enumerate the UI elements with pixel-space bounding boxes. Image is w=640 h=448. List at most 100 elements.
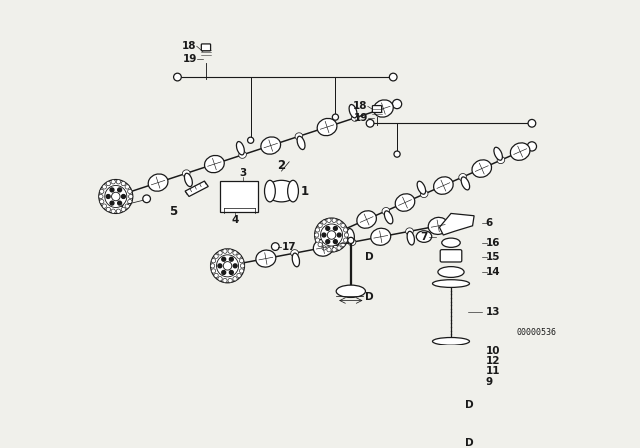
Circle shape <box>344 238 348 242</box>
Ellipse shape <box>182 170 190 177</box>
Circle shape <box>102 204 106 208</box>
Polygon shape <box>185 181 208 197</box>
Circle shape <box>332 114 339 120</box>
Circle shape <box>129 194 133 198</box>
Ellipse shape <box>396 194 415 211</box>
Circle shape <box>100 189 104 194</box>
Text: 00000536: 00000536 <box>516 328 557 337</box>
Circle shape <box>173 73 181 81</box>
Circle shape <box>211 264 215 268</box>
Circle shape <box>314 233 319 237</box>
Text: 10: 10 <box>486 345 500 356</box>
Circle shape <box>237 254 241 258</box>
Ellipse shape <box>433 337 470 345</box>
Ellipse shape <box>266 180 297 202</box>
Circle shape <box>118 188 122 192</box>
Text: 12: 12 <box>486 357 500 366</box>
Circle shape <box>127 199 132 204</box>
Text: 8: 8 <box>332 238 339 248</box>
Circle shape <box>248 137 253 143</box>
Ellipse shape <box>292 253 300 267</box>
Circle shape <box>116 180 120 184</box>
Circle shape <box>332 248 336 252</box>
Circle shape <box>106 207 111 211</box>
FancyBboxPatch shape <box>442 375 460 390</box>
Ellipse shape <box>291 250 298 257</box>
Circle shape <box>211 269 216 273</box>
Circle shape <box>222 271 226 274</box>
Circle shape <box>121 207 125 211</box>
Text: 6: 6 <box>486 219 493 228</box>
Ellipse shape <box>497 156 505 164</box>
Ellipse shape <box>406 228 413 235</box>
Circle shape <box>366 120 374 127</box>
Circle shape <box>222 257 226 261</box>
Circle shape <box>223 262 232 270</box>
Ellipse shape <box>264 180 275 202</box>
FancyBboxPatch shape <box>440 250 462 262</box>
Ellipse shape <box>184 173 193 187</box>
Ellipse shape <box>433 177 453 194</box>
Ellipse shape <box>148 174 168 191</box>
Text: D: D <box>365 252 373 262</box>
Text: D: D <box>365 292 373 302</box>
Circle shape <box>318 242 323 247</box>
Circle shape <box>316 238 320 242</box>
Circle shape <box>218 276 222 281</box>
Ellipse shape <box>472 160 492 177</box>
Circle shape <box>239 269 244 273</box>
Text: 17: 17 <box>282 241 296 252</box>
Ellipse shape <box>287 180 298 202</box>
Ellipse shape <box>433 280 470 288</box>
FancyBboxPatch shape <box>372 106 381 112</box>
Circle shape <box>110 188 114 192</box>
Circle shape <box>315 218 349 252</box>
Circle shape <box>111 192 120 201</box>
Circle shape <box>216 255 239 277</box>
Ellipse shape <box>357 211 376 228</box>
Text: 4: 4 <box>232 215 239 224</box>
Ellipse shape <box>428 217 448 234</box>
Circle shape <box>341 223 345 228</box>
Ellipse shape <box>461 177 470 190</box>
Circle shape <box>322 233 326 237</box>
Circle shape <box>218 264 222 268</box>
Ellipse shape <box>314 239 333 256</box>
Ellipse shape <box>438 267 464 277</box>
Text: 14: 14 <box>486 267 500 277</box>
Ellipse shape <box>295 133 303 140</box>
Ellipse shape <box>420 190 428 198</box>
Ellipse shape <box>317 118 337 136</box>
Ellipse shape <box>436 432 466 444</box>
Circle shape <box>106 181 111 186</box>
Circle shape <box>223 249 227 253</box>
Circle shape <box>318 223 323 228</box>
Ellipse shape <box>442 238 460 247</box>
Text: 9: 9 <box>486 377 493 387</box>
Circle shape <box>271 243 279 250</box>
Circle shape <box>321 224 342 246</box>
Circle shape <box>344 228 348 232</box>
Text: 1: 1 <box>301 185 309 198</box>
FancyBboxPatch shape <box>202 44 211 51</box>
Circle shape <box>102 185 106 189</box>
Text: 2: 2 <box>277 159 285 172</box>
Ellipse shape <box>336 285 365 297</box>
Circle shape <box>316 228 320 232</box>
Circle shape <box>337 233 341 237</box>
Text: D: D <box>465 438 474 448</box>
Ellipse shape <box>459 173 467 181</box>
Text: 15: 15 <box>486 252 500 262</box>
Circle shape <box>229 257 233 261</box>
Circle shape <box>111 209 115 213</box>
Circle shape <box>333 227 337 230</box>
Text: 16: 16 <box>486 238 500 248</box>
Text: 7: 7 <box>420 232 428 241</box>
Ellipse shape <box>347 228 355 242</box>
Ellipse shape <box>382 207 390 215</box>
Circle shape <box>218 251 222 255</box>
Ellipse shape <box>256 250 276 267</box>
Text: 18: 18 <box>353 101 368 112</box>
Circle shape <box>344 233 349 237</box>
Circle shape <box>211 249 244 283</box>
